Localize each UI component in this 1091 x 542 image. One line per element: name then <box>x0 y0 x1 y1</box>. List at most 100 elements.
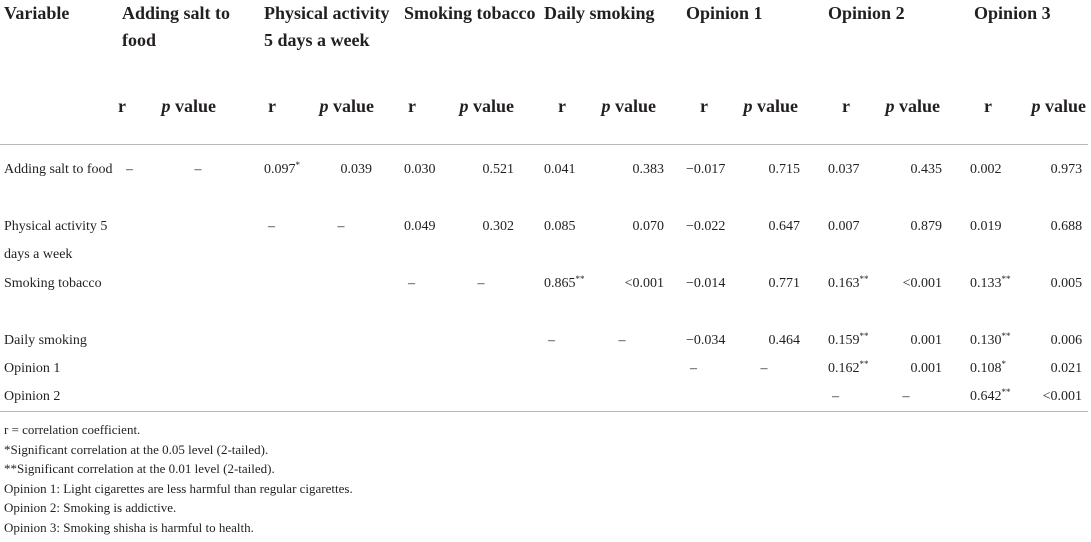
header-variable: Variable <box>0 0 114 145</box>
r-value: 0.097 <box>264 162 296 177</box>
cell-r: 0.002 <box>962 145 1002 214</box>
p-rest: value <box>752 96 799 116</box>
r-value: −0.014 <box>686 276 726 291</box>
table-row: Opinion 1 – – 0.162** 0.001 0.108* 0.021 <box>0 355 1088 383</box>
r-value: 0.037 <box>828 162 860 177</box>
cell-p-value: 0.435 <box>850 145 962 214</box>
cell-p-value <box>708 383 820 411</box>
cell-p-value: – <box>426 270 536 327</box>
cell-r: – <box>396 270 426 327</box>
cell-p-value <box>140 355 256 383</box>
cell-r: – <box>678 355 708 383</box>
cell-r <box>256 383 286 411</box>
cell-r: −0.022 <box>678 213 725 270</box>
p-italic: p <box>1031 96 1041 116</box>
correlation-table: Variable Adding salt to food Physical ac… <box>0 0 1089 412</box>
cell-p-value: 0.039 <box>286 145 396 214</box>
p-value: – <box>902 389 910 404</box>
p-value: 0.715 <box>768 162 801 177</box>
cell-p-value: – <box>140 145 256 214</box>
cell-r: 0.049 <box>396 213 436 270</box>
header-group-smoking-tobacco: Smoking tobacco <box>404 3 536 23</box>
header-r: r <box>962 84 993 145</box>
r-value: 0.019 <box>970 219 1002 234</box>
cell-r: – <box>536 327 566 355</box>
r-value: −0.017 <box>686 162 726 177</box>
r-value: 0.108 <box>970 361 1002 376</box>
cell-p-value: 0.070 <box>566 213 678 270</box>
header-p-value: p value <box>708 84 821 145</box>
r-value: 0.159 <box>828 333 860 348</box>
cell-p-value <box>286 355 396 383</box>
p-value: 0.039 <box>340 162 373 177</box>
significance-marker: ** <box>1001 274 1011 284</box>
cell-p-value: – <box>286 213 396 270</box>
p-value: 0.001 <box>910 361 943 376</box>
p-value: 0.879 <box>910 219 943 234</box>
cell-p-value: 0.715 <box>708 145 820 214</box>
header-p-value: p value <box>992 84 1089 145</box>
header-group-physical-activity: Physical activity 5 days a week <box>264 3 390 50</box>
cell-r <box>114 327 140 355</box>
header-p-value: p value <box>286 84 396 145</box>
cell-p-value: – <box>566 327 678 355</box>
header-group-opinion-3: Opinion 3 <box>974 3 1051 23</box>
r-value: 0.162 <box>828 361 860 376</box>
header-group-opinion-2: Opinion 2 <box>828 3 905 23</box>
p-value: 0.070 <box>632 219 665 234</box>
table-row: Opinion 2 – – 0.642** <0.001 <box>0 383 1088 411</box>
p-italic: p <box>885 96 895 116</box>
header-p-value: p value <box>426 84 537 145</box>
p-value: 0.771 <box>768 276 801 291</box>
cell-r: 0.041 <box>536 145 576 214</box>
cell-p-value: – <box>850 383 962 411</box>
cell-r: −0.034 <box>678 327 725 355</box>
cell-r <box>536 383 566 411</box>
cell-r: – <box>256 213 286 270</box>
row-label: Daily smoking <box>4 333 87 348</box>
cell-r: 0.019 <box>962 213 1002 270</box>
p-value: 0.464 <box>768 333 801 348</box>
header-group-opinion-1: Opinion 1 <box>686 3 763 23</box>
cell-r <box>396 355 426 383</box>
note-opinion-3: Opinion 3: Smoking shisha is harmful to … <box>4 519 254 535</box>
p-value: – <box>194 162 202 177</box>
header-r: r <box>820 84 851 145</box>
cell-r: 0.163** <box>820 270 869 327</box>
p-value: 0.383 <box>632 162 665 177</box>
header-r: r <box>114 84 140 145</box>
p-value: – <box>477 276 485 291</box>
significance-marker: * <box>295 160 301 170</box>
cell-p-value <box>286 270 396 327</box>
cell-p-value: <0.001 <box>850 270 962 327</box>
p-value: 0.005 <box>1050 276 1083 291</box>
table-footer-rule <box>0 411 1088 412</box>
row-label: Opinion 2 <box>4 389 61 404</box>
cell-p-value: 0.647 <box>708 213 820 270</box>
cell-p-value <box>286 327 396 355</box>
p-value: 0.647 <box>768 219 801 234</box>
cell-p-value <box>566 355 678 383</box>
cell-p-value: 0.973 <box>992 145 1088 214</box>
r-value: – <box>408 276 415 291</box>
p-italic: p <box>319 96 329 116</box>
table-body: Adding salt to food – –0.097* 0.039 0.030 0.5… <box>0 145 1088 412</box>
p-rest: value <box>894 96 941 116</box>
row-label: Physical activity 5 days a week <box>4 219 108 262</box>
p-value: 0.302 <box>482 219 515 234</box>
header-group-adding-salt: Adding salt to food <box>122 3 231 50</box>
cell-r <box>256 270 286 327</box>
header-row-groups: Variable Adding salt to food Physical ac… <box>0 0 1088 145</box>
cell-r: 0.085 <box>536 213 576 270</box>
cell-r: −0.014 <box>678 270 725 327</box>
note-r-definition: r = correlation coefficient. <box>4 422 141 437</box>
p-value: – <box>618 333 626 348</box>
cell-p-value: 0.521 <box>426 145 536 214</box>
cell-p-value: <0.001 <box>566 270 678 327</box>
r-value: – <box>548 333 556 348</box>
p-italic: p <box>601 96 611 116</box>
header-p-value: p value <box>140 84 256 145</box>
cell-p-value: 0.464 <box>708 327 820 355</box>
p-rest: value <box>170 96 216 116</box>
